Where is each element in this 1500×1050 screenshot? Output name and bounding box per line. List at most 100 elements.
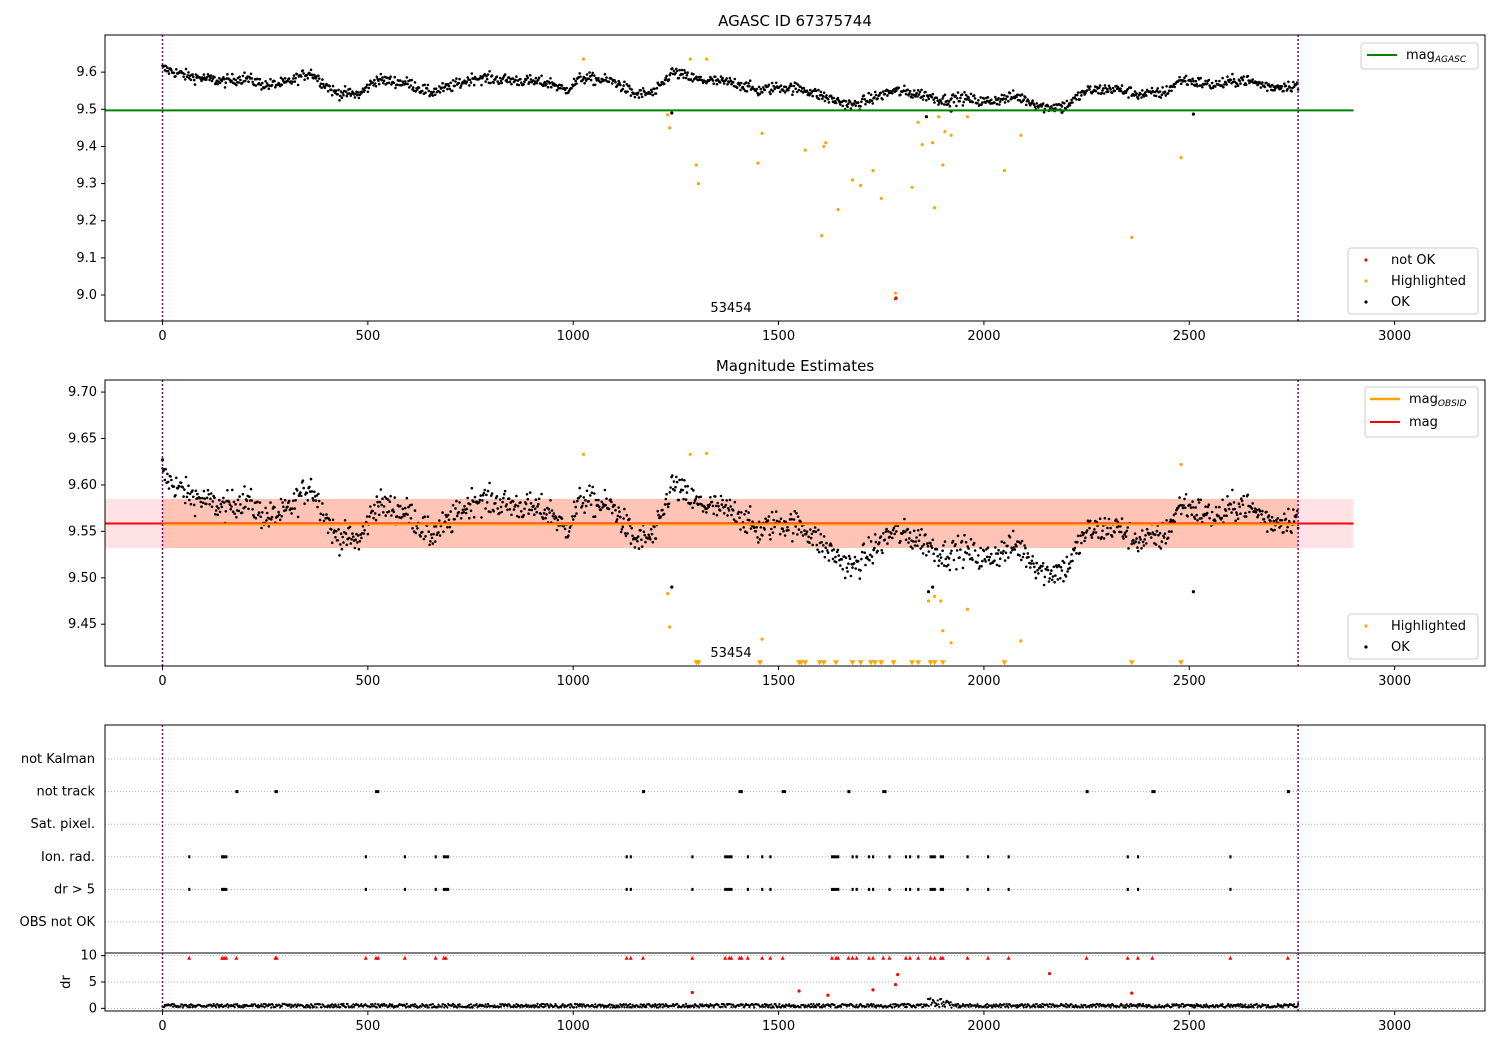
ok-point bbox=[669, 71, 672, 75]
ok-point bbox=[507, 497, 511, 501]
ok-point bbox=[763, 528, 767, 531]
ok-point bbox=[1150, 86, 1154, 90]
dr-point bbox=[1025, 1005, 1029, 1008]
ok-point bbox=[174, 75, 177, 78]
ok-point bbox=[571, 518, 575, 521]
flag-marker bbox=[691, 855, 694, 859]
ok-point bbox=[293, 507, 297, 510]
ok-point bbox=[405, 76, 409, 79]
ok-point bbox=[332, 531, 336, 534]
ok-point bbox=[267, 525, 271, 528]
ok-point bbox=[508, 508, 512, 511]
ok-point bbox=[457, 510, 461, 514]
dr-point bbox=[969, 1003, 972, 1006]
ok-point bbox=[607, 507, 611, 511]
ok-point bbox=[810, 532, 814, 536]
dr-point bbox=[672, 1003, 675, 1006]
ok-point bbox=[786, 525, 789, 529]
ok-point bbox=[781, 527, 784, 530]
ok-point bbox=[1197, 498, 1200, 501]
ok-point bbox=[1234, 519, 1237, 522]
ok-point bbox=[485, 493, 488, 497]
ok-point bbox=[555, 88, 559, 92]
dr-point bbox=[483, 1005, 486, 1008]
ok-point bbox=[690, 487, 694, 491]
ok-point bbox=[1217, 514, 1220, 518]
dr-point bbox=[413, 1003, 417, 1006]
ok-point bbox=[730, 82, 733, 86]
ok-point bbox=[817, 97, 821, 101]
ok-point bbox=[294, 76, 297, 80]
ok-point bbox=[479, 75, 483, 78]
ok-point bbox=[1101, 89, 1104, 92]
dr-point bbox=[427, 1006, 430, 1009]
dr-point bbox=[741, 1003, 745, 1006]
ok-point bbox=[541, 84, 545, 87]
dr-point bbox=[891, 1006, 894, 1009]
dr-point bbox=[212, 1002, 215, 1006]
flag-marker bbox=[364, 855, 368, 859]
ok-point bbox=[1227, 507, 1231, 511]
ok-point bbox=[321, 502, 324, 505]
dr-point bbox=[814, 1006, 818, 1009]
ok-point bbox=[537, 78, 540, 82]
flag-marker bbox=[941, 887, 945, 891]
ok-point bbox=[1120, 84, 1124, 87]
ok-point bbox=[771, 90, 775, 93]
ok-point bbox=[1195, 82, 1198, 86]
not-ok-point bbox=[894, 296, 898, 300]
dr-point bbox=[724, 1005, 727, 1009]
ok-point bbox=[399, 504, 402, 508]
highlighted-point bbox=[581, 57, 586, 61]
dr-point bbox=[721, 1005, 724, 1008]
ok-point bbox=[542, 512, 546, 515]
ok-point bbox=[996, 552, 1000, 555]
y-tick-label: 9.2 bbox=[76, 214, 97, 229]
ok-point bbox=[498, 498, 502, 501]
x-tick-label: 500 bbox=[355, 329, 380, 344]
ok-point bbox=[1085, 529, 1089, 532]
ok-point bbox=[202, 489, 206, 493]
ok-point bbox=[640, 95, 644, 99]
ok-point bbox=[1207, 78, 1211, 82]
ok-point bbox=[373, 78, 376, 82]
ok-point bbox=[1132, 538, 1135, 542]
ok-point bbox=[1046, 565, 1049, 569]
dr-point bbox=[930, 1001, 934, 1004]
flag-marker bbox=[740, 790, 743, 794]
ok-point bbox=[468, 502, 472, 506]
ok-point bbox=[678, 478, 681, 482]
ok-outliers-point bbox=[1191, 590, 1195, 594]
ok-point bbox=[330, 541, 334, 544]
dr-point bbox=[360, 1003, 363, 1006]
ok-point bbox=[401, 80, 405, 83]
highlighted-point bbox=[1179, 462, 1183, 467]
ok-point bbox=[909, 545, 913, 548]
highlighted-point bbox=[1130, 235, 1134, 239]
ok-point bbox=[423, 515, 427, 518]
capped-marker bbox=[850, 955, 855, 960]
ok-point bbox=[778, 520, 781, 523]
ok-point bbox=[453, 84, 457, 88]
capped-marker bbox=[908, 955, 912, 960]
dr-point bbox=[1098, 1005, 1101, 1008]
dr-point bbox=[949, 1001, 952, 1004]
dr-point bbox=[645, 1006, 648, 1009]
ok-point bbox=[737, 510, 741, 514]
ok-point bbox=[1284, 84, 1288, 88]
ok-point bbox=[716, 501, 719, 505]
ok-point bbox=[230, 505, 233, 508]
ok-point bbox=[686, 71, 689, 74]
dr-point bbox=[648, 1003, 651, 1006]
ok-point bbox=[919, 547, 922, 550]
ok-point bbox=[941, 97, 944, 100]
dr-point bbox=[318, 1003, 322, 1006]
dr-point bbox=[1195, 1002, 1198, 1006]
ok-point bbox=[733, 77, 737, 81]
highlighted-point bbox=[933, 594, 937, 599]
ok-point bbox=[845, 566, 849, 570]
ok-point bbox=[249, 487, 253, 491]
ok-point bbox=[1008, 536, 1012, 539]
ok-point bbox=[207, 493, 211, 496]
ok-point bbox=[167, 487, 171, 490]
